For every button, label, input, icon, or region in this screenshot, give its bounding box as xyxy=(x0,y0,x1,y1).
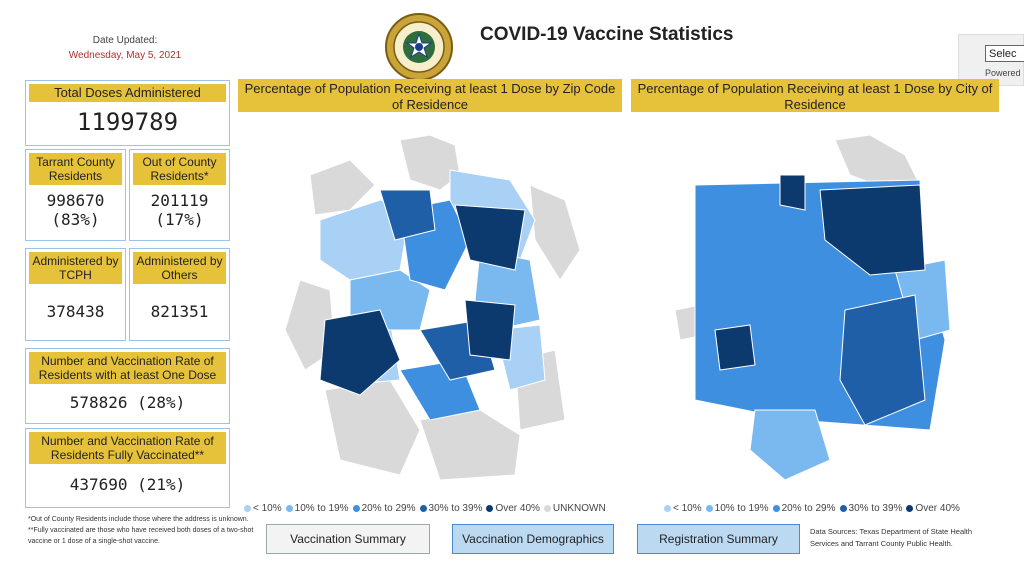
fully-vaccinated-label: Number and Vaccination Rate of Residents… xyxy=(29,432,226,464)
city-legend-dot xyxy=(839,504,847,512)
administered-tcph-value: 378438 xyxy=(46,302,105,321)
tarrant-residents-value: 998670 xyxy=(46,191,105,210)
one-dose-value: 578826 (28%) xyxy=(69,393,186,412)
out-of-county-card: Out of County Residents* 201119 (17%) xyxy=(129,149,230,241)
administered-tcph-label: Administered by TCPH xyxy=(29,252,122,284)
city-map-title: Percentage of Population Receiving at le… xyxy=(631,79,999,112)
powered-by-label: Powered xyxy=(985,68,1021,78)
date-updated-label: Date Updated: xyxy=(92,35,158,46)
city-legend-dot xyxy=(664,504,671,512)
zip-map-legend: < 10% 10% to 19% 20% to 29% 30% to 39% Over … xyxy=(240,503,606,514)
total-doses-value: 1199789 xyxy=(76,108,179,136)
city-legend-label: 30% to 39% xyxy=(848,503,903,514)
city-legend-label: Over 40% xyxy=(915,503,960,514)
out-of-county-pct: (17%) xyxy=(155,210,204,229)
zip-legend-dot xyxy=(244,504,251,512)
fully-vaccinated-value: 437690 (21%) xyxy=(69,475,186,494)
zip-legend-dot xyxy=(285,504,293,512)
one-dose-label: Number and Vaccination Rate of Residents… xyxy=(29,352,226,384)
out-of-county-value: 201119 xyxy=(150,191,209,210)
city-map-legend: < 10% 10% to 19% 20% to 29% 30% to 39% Over … xyxy=(660,503,960,514)
registration-summary-button[interactable]: Registration Summary xyxy=(637,524,800,554)
zip-code-map[interactable] xyxy=(280,130,590,490)
zip-legend-dot xyxy=(543,504,551,512)
administered-tcph-card: Administered by TCPH 378438 xyxy=(25,248,126,341)
city-legend-dot xyxy=(772,504,780,512)
zip-legend-label: Over 40% xyxy=(495,503,540,514)
zip-legend-label: 10% to 19% xyxy=(294,503,349,514)
tarrant-residents-card: Tarrant County Residents 998670 (83%) xyxy=(25,149,126,241)
zip-legend-label: < 10% xyxy=(253,503,282,514)
zip-legend-label: 20% to 29% xyxy=(361,503,416,514)
one-dose-card: Number and Vaccination Rate of Residents… xyxy=(25,348,230,424)
city-legend-dot xyxy=(705,504,713,512)
administered-others-label: Administered by Others xyxy=(133,252,226,284)
out-of-county-label: Out of County Residents* xyxy=(133,153,226,185)
tarrant-residents-label: Tarrant County Residents xyxy=(29,153,122,185)
vaccination-demographics-button[interactable]: Vaccination Demographics xyxy=(452,524,614,554)
city-legend-label: 20% to 29% xyxy=(781,503,836,514)
date-updated-value: Wednesday, May 5, 2021 xyxy=(68,50,182,61)
administered-others-value: 821351 xyxy=(150,302,209,321)
fully-vaccinated-card: Number and Vaccination Rate of Residents… xyxy=(25,428,230,508)
administered-others-card: Administered by Others 821351 xyxy=(129,248,230,341)
total-doses-label: Total Doses Administered xyxy=(29,84,226,102)
vaccination-summary-button[interactable]: Vaccination Summary xyxy=(266,524,430,554)
zip-legend-label: UNKNOWN xyxy=(552,503,606,514)
tarrant-residents-pct: (83%) xyxy=(51,210,100,229)
city-map[interactable] xyxy=(655,130,955,490)
zip-legend-dot xyxy=(419,504,427,512)
zip-legend-dot xyxy=(486,504,494,512)
city-legend-dot xyxy=(906,504,914,512)
total-doses-card: Total Doses Administered 1199789 xyxy=(25,80,230,146)
zip-legend-label: 30% to 39% xyxy=(428,503,483,514)
city-legend-label: 10% to 19% xyxy=(714,503,769,514)
footnote-text: *Out of County Residents include those w… xyxy=(28,516,254,545)
zip-map-title: Percentage of Population Receiving at le… xyxy=(238,79,622,112)
city-legend-label: < 10% xyxy=(673,503,702,514)
page-title: COVID-19 Vaccine Statistics xyxy=(480,24,734,45)
county-seal-icon xyxy=(384,12,454,82)
zip-legend-dot xyxy=(352,504,360,512)
data-sources-text: Data Sources: Texas Department of State … xyxy=(810,527,973,548)
select-dropdown[interactable]: Selec xyxy=(985,45,1024,62)
